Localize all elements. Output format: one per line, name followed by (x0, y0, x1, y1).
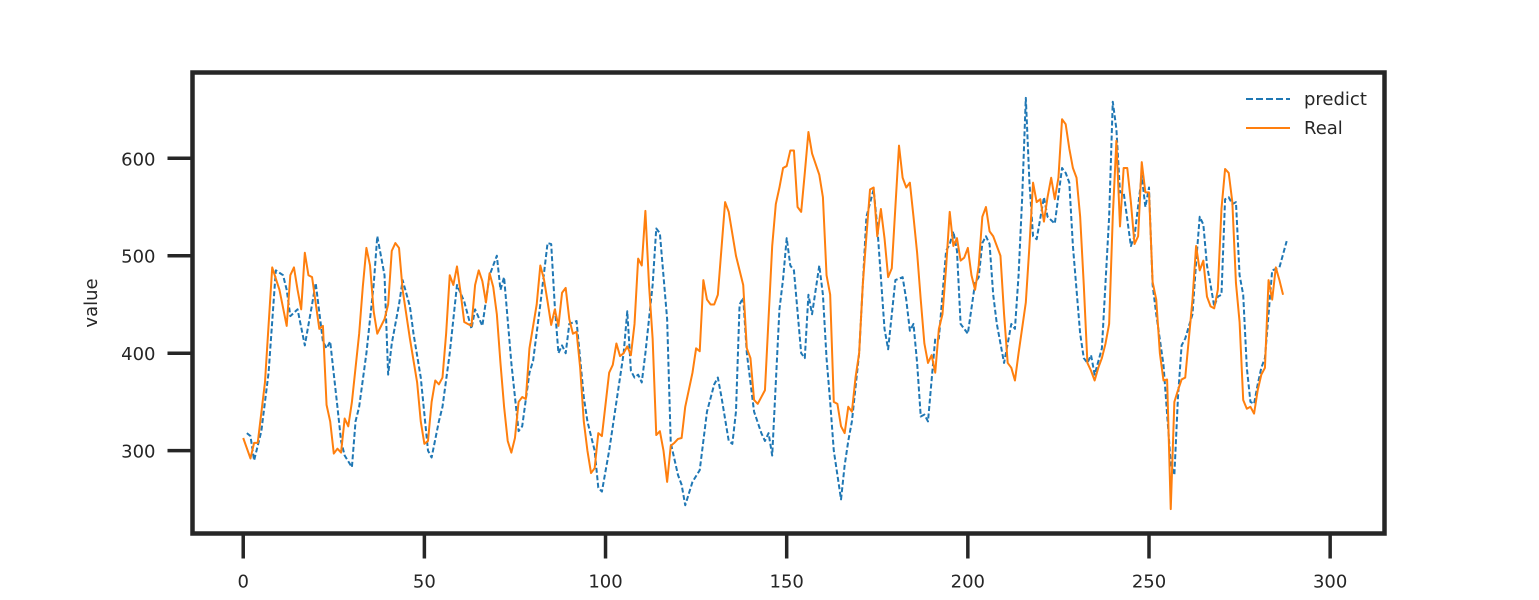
legend: predict Real (1246, 89, 1367, 139)
x-tick-label: 300 (1313, 572, 1347, 593)
x-tick-label: 50 (413, 572, 436, 593)
x-axis-ticks: 0 50 100 150 200 250 300 (237, 535, 1347, 593)
x-tick-label: 250 (1132, 572, 1166, 593)
y-tick-label: 500 (121, 247, 155, 268)
plot-frame (190, 70, 1387, 536)
legend-predict-label: predict (1304, 89, 1367, 110)
legend-real-label: Real (1304, 118, 1343, 139)
x-tick-label: 150 (770, 572, 804, 593)
x-tick-label: 100 (588, 572, 622, 593)
y-axis-ticks: 300 400 500 600 (121, 149, 191, 463)
y-tick-label: 400 (121, 344, 155, 365)
x-tick-label: 0 (237, 572, 248, 593)
y-tick-label: 300 (121, 442, 155, 463)
y-axis-label: value (81, 278, 102, 327)
x-tick-label: 200 (951, 572, 985, 593)
series-line-predict (246, 96, 1288, 507)
series-layer (242, 96, 1288, 511)
series-line-real (242, 118, 1285, 511)
y-tick-label: 600 (121, 149, 155, 170)
